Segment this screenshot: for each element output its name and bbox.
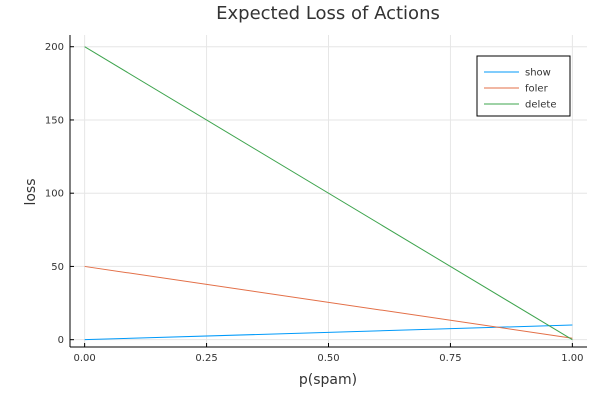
series-lines [84,46,573,341]
x-tick-label: 0.75 [439,353,461,364]
y-tick-label: 0 [58,335,64,346]
y-axis-label: loss [23,178,39,205]
legend-box [476,55,571,117]
x-tick-label: 0.25 [195,353,217,364]
legend-label-show: show [525,68,551,79]
series-line-show [84,324,573,341]
legend-label-delete: delete [525,100,557,111]
grid [70,35,587,347]
legend: show foler delete [476,55,571,117]
y-tick-label: 50 [51,262,64,273]
y-tick-label: 200 [45,42,64,53]
ticks: 0.00 0.25 0.50 0.75 1.00 0 50 100 150 200 [45,42,584,364]
x-tick-label: 1.00 [561,353,583,364]
legend-label-foler: foler [525,84,549,95]
series-line-delete [84,46,573,341]
y-tick-label: 150 [45,115,64,126]
x-axis-label: p(spam) [299,372,357,388]
y-tick-label: 100 [45,189,64,200]
chart-title: Expected Loss of Actions [216,3,440,24]
x-tick-label: 0.50 [317,353,339,364]
x-tick-label: 0.00 [73,353,95,364]
series-line-foler [84,265,573,339]
